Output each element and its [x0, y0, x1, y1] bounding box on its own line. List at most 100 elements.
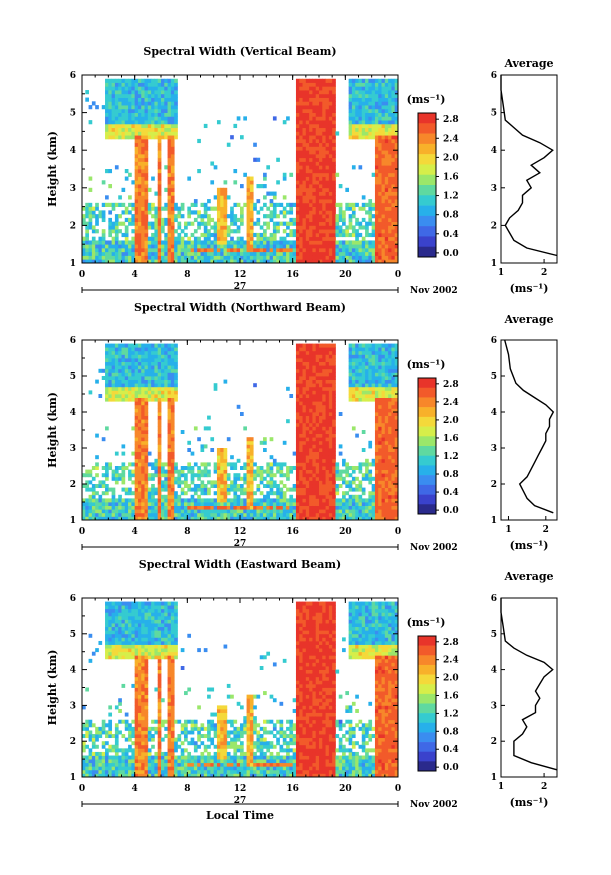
heatmap-cell: [128, 172, 132, 177]
heatmap-cell: [131, 120, 136, 125]
heatmap-cell: [332, 419, 336, 424]
heatmap-cell: [144, 401, 149, 406]
heatmap-cell: [322, 217, 326, 223]
heatmap-cell: [118, 116, 122, 121]
heatmap-cell: [203, 498, 208, 503]
heatmap-cell: [365, 93, 369, 98]
heatmap-cell: [325, 236, 330, 241]
heatmap-cell: [312, 86, 317, 91]
heatmap-cell: [374, 502, 379, 506]
heatmap-cell: [381, 221, 386, 226]
heatmap-cell: [394, 90, 399, 95]
heatmap-cell: [223, 210, 228, 215]
heatmap-cell: [312, 502, 317, 506]
heatmap-cell: [365, 350, 369, 355]
heatmap-cell: [246, 469, 251, 474]
heatmap-cell: [312, 505, 317, 510]
heatmap-cell: [230, 462, 234, 467]
heatmap-cell: [207, 229, 211, 234]
heatmap-cell: [151, 491, 155, 496]
heatmap-cell: [259, 259, 264, 264]
heatmap-cell: [295, 172, 300, 177]
heatmap-cell: [154, 247, 159, 253]
heatmap-cell: [144, 187, 149, 192]
heatmap-cell: [151, 221, 155, 226]
heatmap-cell: [187, 505, 192, 510]
heatmap-cell: [174, 236, 178, 241]
heatmap-cell: [167, 199, 172, 204]
heatmap-cell: [213, 386, 218, 391]
heatmap-cell: [134, 90, 139, 95]
colorbar: 2.82.42.01.61.20.80.40.0(ms⁻¹): [407, 93, 459, 259]
heatmap-cell: [180, 512, 185, 517]
heatmap-cell: [118, 347, 122, 352]
heatmap-cell: [157, 466, 162, 470]
average-y-tick-label: 6: [491, 71, 497, 81]
heatmap-cell: [108, 259, 113, 264]
heatmap-cell: [240, 240, 244, 245]
heatmap-cell: [315, 455, 320, 460]
heatmap-cell: [180, 244, 185, 249]
heatmap-cell: [141, 354, 145, 359]
heatmap-cell: [302, 487, 307, 492]
heatmap-cell: [124, 244, 129, 249]
heatmap-cell: [170, 494, 175, 499]
heatmap-cell: [177, 251, 182, 256]
heatmap-cell: [394, 108, 399, 113]
heatmap-cell: [391, 202, 396, 207]
heatmap-cell: [105, 240, 109, 245]
heatmap-cell: [322, 202, 326, 207]
heatmap-cell: [319, 372, 323, 377]
heatmap-cell: [180, 516, 185, 521]
heatmap-cell: [328, 476, 333, 481]
heatmap-cell: [240, 210, 244, 215]
heatmap-cell: [167, 153, 172, 159]
heatmap-cell: [319, 232, 323, 238]
heatmap-cell: [328, 244, 333, 249]
y-tick-label: 5: [70, 109, 76, 119]
heatmap-cell: [223, 509, 228, 514]
heatmap-cell: [332, 93, 336, 98]
heatmap-cell: [361, 244, 366, 249]
heatmap-cell: [384, 184, 389, 189]
heatmap-cell: [315, 462, 320, 467]
heatmap-cell: [388, 217, 392, 223]
heatmap-cell: [358, 372, 363, 377]
heatmap-cell: [312, 210, 317, 215]
heatmap-cell: [147, 78, 152, 83]
heatmap-cell: [137, 244, 142, 249]
heatmap-cell: [315, 494, 320, 499]
heatmap-cell: [388, 112, 392, 117]
heatmap-cell: [131, 390, 136, 395]
heatmap-cell: [210, 480, 215, 485]
heatmap-cell: [134, 440, 139, 445]
heatmap-cell: [259, 512, 264, 517]
heatmap-cell: [315, 150, 320, 155]
heatmap-cell: [315, 176, 320, 181]
heatmap-cell: [345, 512, 350, 517]
heatmap-cell: [170, 202, 175, 207]
heatmap-cell: [105, 86, 109, 91]
heatmap-cell: [309, 412, 313, 416]
heatmap-cell: [305, 116, 310, 121]
heatmap-cell: [91, 251, 96, 256]
heatmap-cell: [137, 386, 142, 391]
heatmap-cell: [328, 404, 333, 409]
heatmap-cell: [322, 415, 326, 420]
heatmap-cell: [351, 93, 356, 98]
heatmap-cell: [319, 365, 323, 370]
heatmap-cell: [108, 372, 113, 377]
heatmap-cell: [223, 187, 228, 192]
heatmap-cell: [240, 466, 244, 470]
heatmap-cell: [315, 187, 320, 192]
heatmap-cell: [134, 451, 139, 456]
heatmap-cell: [131, 214, 136, 219]
heatmap-cell: [371, 206, 376, 211]
heatmap-cell: [381, 229, 386, 234]
heatmap-cell: [276, 214, 280, 219]
heatmap-cell: [319, 199, 323, 204]
heatmap-cell: [144, 217, 149, 223]
heatmap-cell: [328, 116, 333, 121]
heatmap-cell: [124, 97, 129, 102]
heatmap-cell: [338, 202, 343, 207]
